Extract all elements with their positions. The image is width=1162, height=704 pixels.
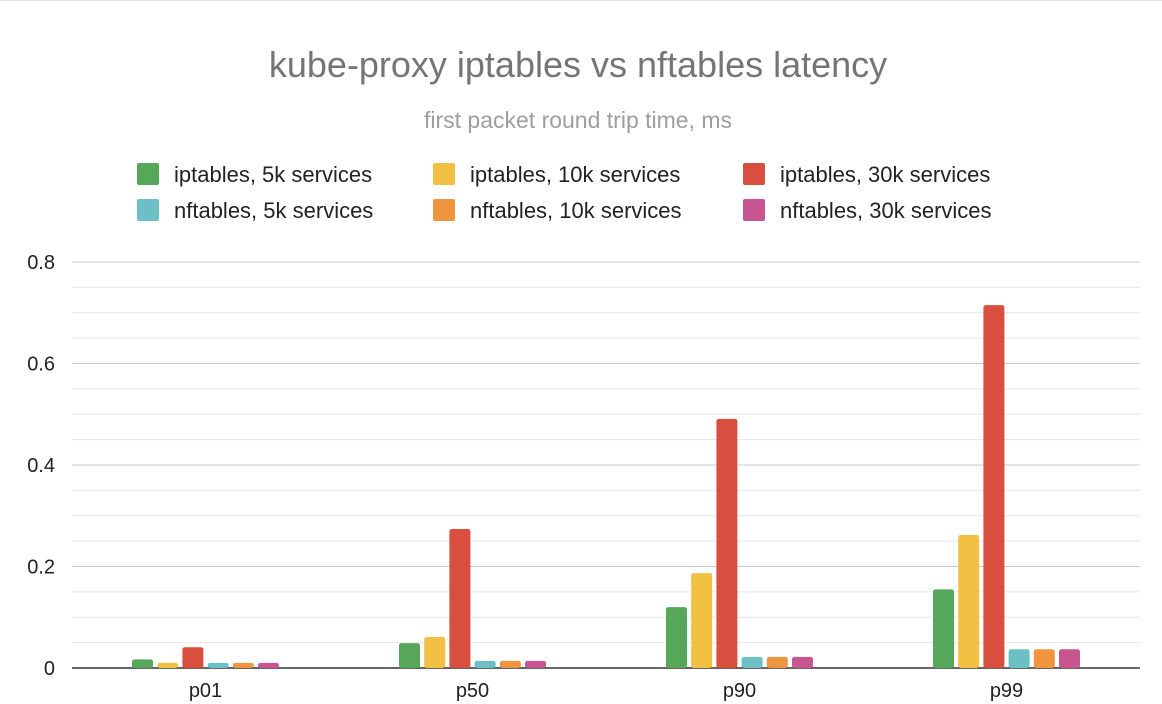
legend-item: iptables, 10k services — [433, 162, 680, 187]
bar — [499, 660, 521, 668]
x-axis: p01 p50 p90 p99 — [189, 680, 1023, 702]
bar — [182, 647, 204, 668]
x-tick-label: p50 — [456, 680, 489, 702]
legend-label: iptables, 5k services — [174, 162, 372, 187]
legend-item: nftables, 5k services — [137, 198, 373, 223]
chart-title: kube-proxy iptables vs nftables latency — [269, 44, 887, 85]
legend-swatch — [137, 163, 159, 185]
legend-item: iptables, 30k services — [743, 162, 990, 187]
legend-label: nftables, 5k services — [174, 198, 373, 223]
bar — [716, 418, 738, 668]
bar — [525, 660, 546, 668]
legend-swatch — [743, 199, 765, 221]
bar — [132, 659, 153, 668]
bar — [1059, 649, 1080, 668]
bar — [424, 637, 446, 668]
bar — [1033, 649, 1055, 668]
y-tick-label: 0 — [44, 658, 55, 680]
legend-swatch — [433, 163, 455, 185]
legend-swatch — [743, 163, 765, 185]
bars — [132, 305, 1080, 668]
y-tick-label: 0.2 — [27, 557, 55, 579]
bar — [157, 662, 179, 668]
legend-label: nftables, 30k services — [780, 198, 992, 223]
y-tick-label: 0.8 — [27, 252, 55, 274]
legend-label: iptables, 30k services — [780, 162, 990, 187]
legend-item: nftables, 10k services — [433, 198, 682, 223]
y-tick-label: 0.4 — [27, 455, 55, 477]
bar — [258, 662, 279, 668]
legend-item: iptables, 5k services — [137, 162, 372, 187]
bar — [958, 535, 980, 668]
bar — [207, 662, 229, 668]
bar — [792, 656, 813, 668]
legend: iptables, 5k services iptables, 10k servi… — [137, 162, 992, 223]
gridlines — [72, 261, 1140, 669]
bar — [399, 643, 420, 668]
bar — [1008, 649, 1030, 668]
y-tick-label: 0.6 — [27, 354, 55, 376]
bar — [474, 660, 496, 668]
x-tick-label: p90 — [723, 680, 756, 702]
x-tick-label: p01 — [189, 680, 222, 702]
y-axis: 0 0.2 0.4 0.6 0.8 — [27, 252, 55, 680]
bar — [983, 305, 1005, 668]
bar — [741, 656, 763, 668]
bar — [933, 589, 954, 668]
chart-subtitle: first packet round trip time, ms — [424, 107, 732, 133]
legend-label: iptables, 10k services — [470, 162, 680, 187]
bar — [691, 573, 713, 668]
legend-item: nftables, 30k services — [743, 198, 992, 223]
bar — [232, 662, 254, 668]
legend-swatch — [433, 199, 455, 221]
bar — [666, 607, 687, 668]
x-tick-label: p99 — [990, 680, 1023, 702]
bar — [766, 656, 788, 668]
bar — [449, 528, 471, 668]
legend-swatch — [137, 199, 159, 221]
legend-label: nftables, 10k services — [470, 198, 682, 223]
